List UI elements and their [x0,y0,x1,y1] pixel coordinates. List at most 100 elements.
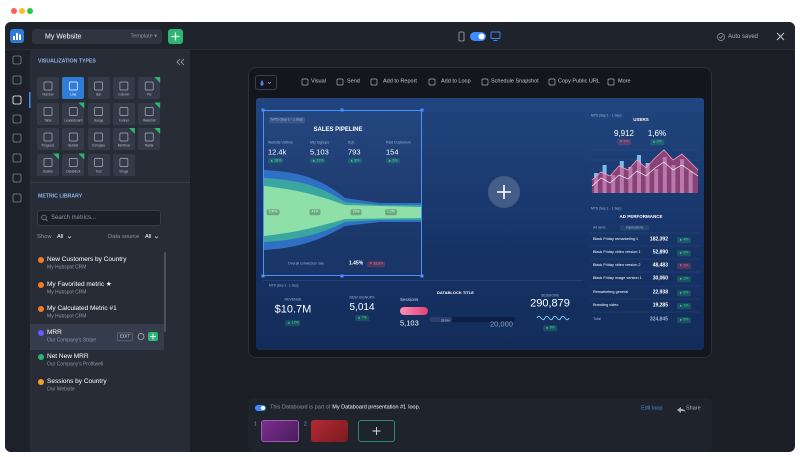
template-label: Template ▾ [130,32,157,39]
ad-change: ▲ 1% [677,303,691,309]
pipeline-widget[interactable] [263,110,422,276]
datablock-progress: 25.5% [441,318,450,323]
slide-thumb[interactable] [261,420,299,442]
viz-type-label: Multi-bar [117,143,131,148]
panel-divider [30,182,190,183]
widget-title: SALES PIPELINE [313,127,363,133]
search-box[interactable] [37,210,161,226]
stage-change: ▲ 28% [268,157,284,164]
kpi-title: NEW SIGNUPS [349,295,375,300]
section-title: VISUALIZATION TYPES [38,58,96,65]
pink-bar [400,307,428,315]
kpi-value: 290,879 [530,297,570,310]
viz-type-label: Image [119,168,129,173]
widget-title: AD PERFORMANCE [619,213,663,219]
loop-suffix: loop. [408,404,421,411]
column-header: Ad name [593,225,606,230]
toolbar-action[interactable]: Send [347,78,360,85]
ad-change: ▼ 3% [677,263,691,269]
ad-name: Total [593,317,602,322]
conversion-change: ▼ 38.6% [367,261,386,267]
edit-loop-link[interactable]: Edit loop [641,405,663,412]
share-button[interactable]: Share [686,405,701,412]
add-slide[interactable] [358,420,395,442]
toolbar-action[interactable]: Visual [311,78,326,85]
stage-change: ▲ 8% [348,157,362,164]
scrollbar [164,252,166,332]
column-header: Impressions [620,225,650,231]
metric-source: My Hubspot CRM [47,264,87,271]
funnel-label: 15% [350,209,362,215]
slide-number: 1 [254,421,257,428]
filter-label: Show [37,233,52,240]
metric-add-button[interactable] [148,332,158,341]
conversion-label: Overall conversion rate [288,261,324,266]
ad-name: Black Friday video version 1 [593,250,641,255]
metric-source: Our Website [47,386,75,393]
search-placeholder: Search metrics... [51,215,97,221]
widget-period: MTD (Sep 1 - 1 Sep) [591,113,622,118]
edit-button[interactable]: EDIT [116,331,134,342]
viz-type-label: Datablock [66,168,81,173]
toolbar-action[interactable]: Schedule Snapshot [491,78,539,85]
icon-rail [5,50,30,452]
loop-text: This Databoard is part of My Databoard pr… [270,405,420,411]
ad-value: 30,060 [652,275,668,282]
viz-type-label: Column [118,92,130,97]
viz-type-label: Pie [146,92,152,97]
toolbar-action[interactable]: Add to Report [383,78,417,85]
widget-period: MTD (Sep 1 - 1 Sep) [269,283,299,288]
ad-change: ▲ 2% [677,276,691,282]
kpi-change: ▲ 2% [650,139,664,145]
section-title: METRIC LIBRARY [38,193,83,200]
widget-title: USERS [633,116,649,122]
stage-value: 154 [386,147,399,157]
filter-value[interactable]: All [145,233,152,240]
metric-name[interactable]: My Favorited metric ★ [47,280,112,288]
viz-type-label: Text [95,168,102,173]
metric-name[interactable]: My Calculated Metric #1 [47,304,117,312]
viz-type-label: Gauge [93,117,104,122]
stage-label: Website Visitors [268,140,293,145]
funnel-label: 41% [309,209,321,215]
metric-source: My Hubspot CRM [47,313,87,320]
kpi-value: $10.7M [274,303,312,316]
ad-change: ▲ 5% [677,317,691,323]
metric-name[interactable]: Net New MRR [47,352,89,360]
toolbar-action[interactable]: Copy Public URL [558,78,600,85]
stage-label: SQL [348,140,356,145]
ad-value: 48,483 [652,262,668,269]
slide-number: 2 [304,421,307,428]
filter-value[interactable]: All [57,233,64,240]
widget-period: MTD (Sep 1 - 1 Sep) [269,117,306,123]
ad-change: ▲ 6% [677,290,691,296]
toolbar-action[interactable]: More [618,78,631,85]
window-dot [19,8,25,14]
widget-divider [263,280,583,281]
metric-name[interactable]: MRR [47,328,62,336]
window-dot [11,8,17,14]
viz-type-label: Bar [96,92,102,97]
toolbar-action[interactable]: Add to Loop [441,78,471,85]
add-button[interactable] [168,29,183,44]
stage-value: 12.4k [268,147,287,157]
datablock-title: DATABLOCK TITLE [437,290,474,295]
metric-source: Our Company's Stripe [47,337,97,344]
viz-type-label: Bubble [68,143,79,148]
stage-change: ▲ 12% [310,157,326,164]
ad-value: 324,845 [649,316,668,323]
metric-name[interactable]: Sessions by Country [47,377,107,385]
stage-value: 793 [348,147,361,157]
kpi-value: 5,014 [349,302,375,313]
loop-intro: This Databoard is part of [270,404,331,411]
widget-period: MTD (Sep 1 - 1 Sep) [591,206,622,211]
viz-type-label: Number [42,92,54,97]
kpi-change: ▲ 7% [355,315,369,321]
kpi-title: REVENUE [284,297,302,302]
metric-name[interactable]: New Customers by Country [47,255,127,263]
toolbar-dropdown[interactable] [255,75,277,90]
metric-source: Our Company's Profitwell [47,361,104,368]
site-dropdown[interactable] [32,29,162,44]
viz-type-label: Radar [144,143,154,148]
slide-thumb[interactable] [311,420,348,442]
